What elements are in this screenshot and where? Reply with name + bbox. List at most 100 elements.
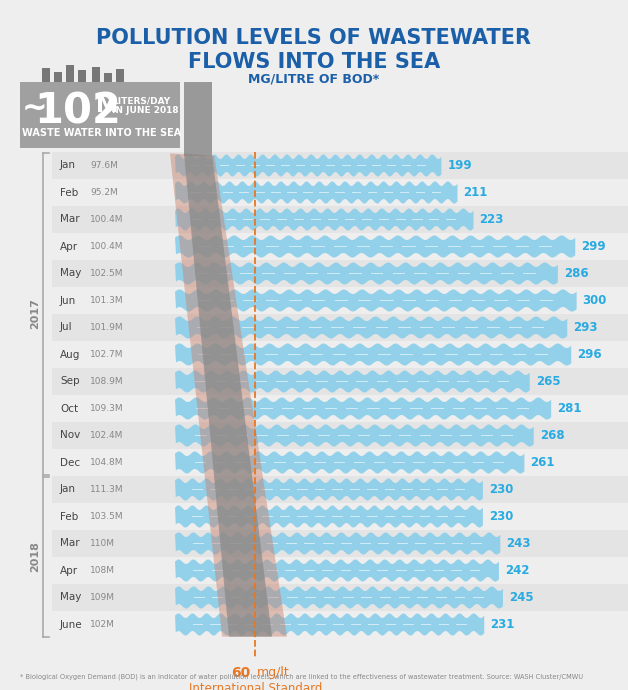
- Text: 103.5M: 103.5M: [90, 512, 124, 521]
- Text: 108.9M: 108.9M: [90, 377, 124, 386]
- Text: Apr: Apr: [60, 241, 78, 251]
- Text: MG/LITRE OF BOD*: MG/LITRE OF BOD*: [249, 72, 379, 85]
- PathPatch shape: [184, 153, 272, 637]
- Text: Oct: Oct: [60, 404, 78, 413]
- Text: 242: 242: [505, 564, 529, 577]
- Bar: [52, 341, 628, 368]
- Text: 2018: 2018: [30, 542, 40, 573]
- Text: 300: 300: [583, 294, 607, 307]
- Text: 100.4M: 100.4M: [90, 215, 124, 224]
- Text: Jul: Jul: [60, 322, 73, 333]
- Text: 211: 211: [463, 186, 488, 199]
- Text: Jun: Jun: [60, 295, 76, 306]
- Bar: [52, 368, 628, 395]
- Text: ~: ~: [22, 94, 48, 123]
- Text: Mar: Mar: [60, 215, 80, 224]
- Bar: [52, 422, 628, 449]
- PathPatch shape: [175, 478, 483, 500]
- Text: June: June: [60, 620, 83, 629]
- Text: * Biological Oxygen Demand (BOD) is an indicator of water pollution levels, whic: * Biological Oxygen Demand (BOD) is an i…: [20, 673, 583, 680]
- Bar: [78, 70, 86, 82]
- Text: 110M: 110M: [90, 539, 115, 548]
- PathPatch shape: [175, 235, 575, 257]
- Bar: [52, 530, 628, 557]
- Text: 100.4M: 100.4M: [90, 242, 124, 251]
- PathPatch shape: [175, 397, 551, 420]
- Text: Nov: Nov: [60, 431, 80, 440]
- PathPatch shape: [175, 613, 484, 635]
- Text: Sep: Sep: [60, 377, 80, 386]
- Text: Apr: Apr: [60, 566, 78, 575]
- Text: 97.6M: 97.6M: [90, 161, 118, 170]
- Bar: [52, 449, 628, 476]
- Text: 95.2M: 95.2M: [90, 188, 118, 197]
- Text: WASTE WATER INTO THE SEA: WASTE WATER INTO THE SEA: [22, 128, 181, 138]
- Bar: [52, 179, 628, 206]
- Bar: [184, 82, 212, 156]
- PathPatch shape: [175, 533, 501, 555]
- Text: Mar: Mar: [60, 538, 80, 549]
- Text: 230: 230: [489, 510, 513, 523]
- Text: 102M: 102M: [90, 620, 115, 629]
- Text: 102.5M: 102.5M: [90, 269, 124, 278]
- Text: 293: 293: [573, 321, 598, 334]
- Text: Jan: Jan: [60, 161, 76, 170]
- Text: 101.3M: 101.3M: [90, 296, 124, 305]
- Bar: [52, 503, 628, 530]
- Bar: [52, 476, 628, 503]
- Text: Feb: Feb: [60, 511, 78, 522]
- Text: 265: 265: [536, 375, 560, 388]
- Bar: [52, 557, 628, 584]
- Text: 268: 268: [540, 429, 565, 442]
- Text: Aug: Aug: [60, 350, 80, 359]
- Bar: [52, 152, 628, 179]
- Bar: [52, 260, 628, 287]
- Text: 281: 281: [557, 402, 582, 415]
- Text: POLLUTION LEVELS OF WASTEWATER: POLLUTION LEVELS OF WASTEWATER: [97, 28, 531, 48]
- Text: May: May: [60, 593, 82, 602]
- Text: 109M: 109M: [90, 593, 115, 602]
- PathPatch shape: [175, 289, 577, 312]
- Bar: [52, 314, 628, 341]
- Text: 102.4M: 102.4M: [90, 431, 123, 440]
- PathPatch shape: [175, 506, 483, 528]
- Text: 245: 245: [509, 591, 534, 604]
- Bar: [52, 287, 628, 314]
- PathPatch shape: [175, 344, 571, 366]
- Bar: [92, 67, 100, 82]
- Text: May: May: [60, 268, 82, 279]
- Bar: [20, 82, 180, 148]
- Text: Dec: Dec: [60, 457, 80, 468]
- Text: 296: 296: [577, 348, 602, 361]
- Bar: [52, 233, 628, 260]
- Text: 223: 223: [480, 213, 504, 226]
- Bar: [54, 72, 62, 82]
- Text: 286: 286: [564, 267, 588, 280]
- Text: 231: 231: [490, 618, 514, 631]
- Text: 299: 299: [582, 240, 606, 253]
- PathPatch shape: [170, 153, 287, 637]
- Text: 111.3M: 111.3M: [90, 485, 124, 494]
- Text: Jan: Jan: [60, 484, 76, 495]
- Text: 60: 60: [231, 666, 251, 680]
- PathPatch shape: [175, 424, 534, 446]
- Text: 104.8M: 104.8M: [90, 458, 124, 467]
- Text: 199: 199: [447, 159, 472, 172]
- Text: 261: 261: [531, 456, 555, 469]
- PathPatch shape: [175, 181, 457, 204]
- Text: FLOWS INTO THE SEA: FLOWS INTO THE SEA: [188, 52, 440, 72]
- PathPatch shape: [175, 371, 530, 393]
- Text: 230: 230: [489, 483, 513, 496]
- Text: 108M: 108M: [90, 566, 115, 575]
- Text: 101.9M: 101.9M: [90, 323, 124, 332]
- Bar: [52, 206, 628, 233]
- PathPatch shape: [175, 560, 499, 582]
- Bar: [52, 611, 628, 638]
- PathPatch shape: [175, 451, 524, 473]
- Text: 102.7M: 102.7M: [90, 350, 124, 359]
- Text: International Standard: International Standard: [188, 682, 322, 690]
- Text: 102: 102: [34, 90, 121, 132]
- Bar: [104, 73, 112, 82]
- PathPatch shape: [175, 208, 474, 230]
- PathPatch shape: [175, 317, 567, 339]
